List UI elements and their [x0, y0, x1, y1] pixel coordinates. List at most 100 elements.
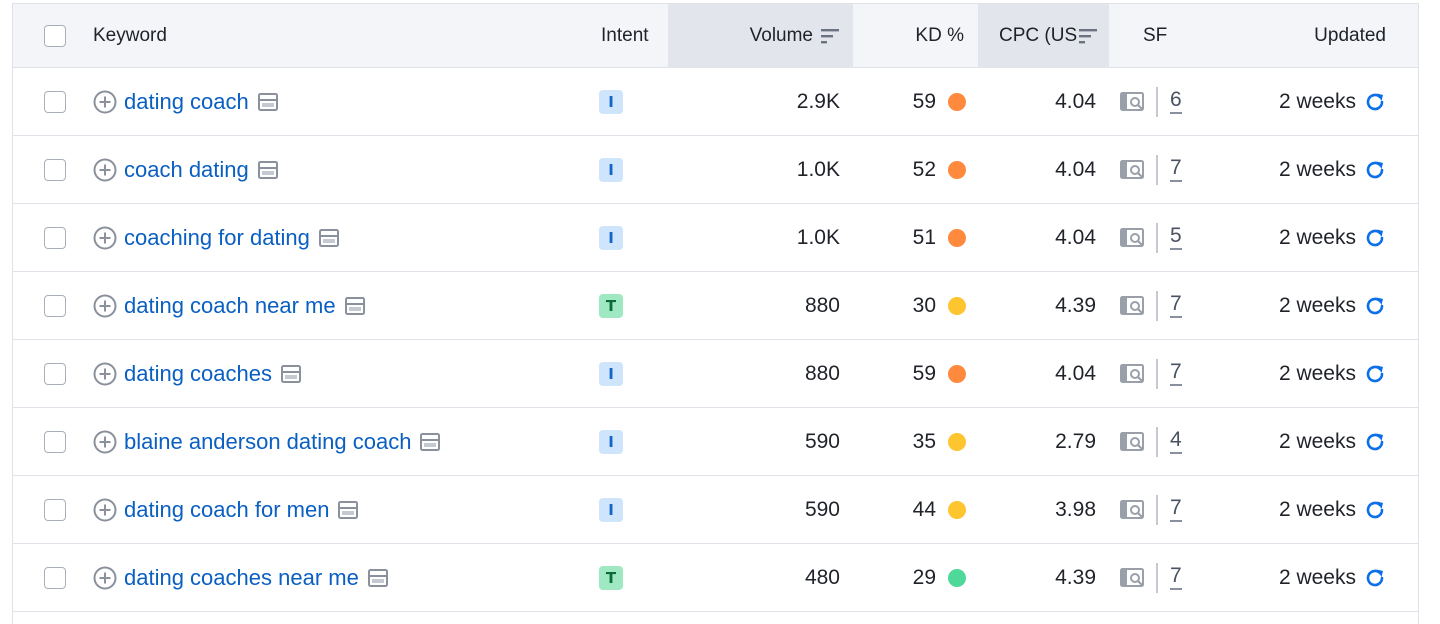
cpc-value: 4.04 [1055, 157, 1096, 181]
row-checkbox[interactable] [44, 90, 66, 113]
serp-features-icon[interactable] [1120, 227, 1146, 249]
sf-cell: 7 [1120, 340, 1182, 407]
refresh-icon[interactable] [1364, 91, 1386, 113]
serp-preview-icon[interactable] [281, 364, 301, 383]
table-header: Keyword Intent Volume KD % CPC (US SF Up… [13, 4, 1418, 68]
sf-count-link[interactable]: 7 [1170, 361, 1182, 386]
intent-badge-informational[interactable]: I [599, 361, 623, 386]
table-row: dating coach for men I 590 44 3.98 7 [13, 476, 1418, 544]
intent-badge-transactional[interactable]: T [599, 293, 623, 318]
header-kd[interactable]: KD % [915, 25, 964, 46]
refresh-icon[interactable] [1364, 499, 1386, 521]
refresh-icon[interactable] [1364, 431, 1386, 453]
row-checkbox[interactable] [44, 566, 66, 589]
cpc-value: 4.04 [1055, 361, 1096, 385]
intent-cell: I [599, 68, 623, 135]
serp-preview-icon[interactable] [367, 568, 388, 587]
row-checkbox[interactable] [44, 294, 66, 317]
select-all-checkbox[interactable] [44, 25, 66, 47]
add-to-list-icon[interactable] [93, 362, 117, 386]
updated-cell: 2 weeks [1253, 476, 1386, 543]
serp-preview-icon[interactable] [318, 228, 339, 247]
keyword-link[interactable]: dating coach near me [124, 292, 336, 318]
header-keyword[interactable]: Keyword [93, 25, 167, 46]
add-to-list-icon[interactable] [93, 294, 117, 318]
sf-count-link[interactable]: 7 [1170, 293, 1182, 318]
updated-value: 2 weeks [1278, 225, 1356, 249]
header-cpc[interactable]: CPC (US [978, 4, 1109, 68]
kd-cell: 52 [873, 136, 966, 203]
refresh-icon[interactable] [1364, 227, 1386, 249]
kd-value: 29 [912, 565, 936, 589]
sf-divider [1156, 494, 1158, 525]
updated-cell: 2 weeks [1253, 340, 1386, 407]
volume-value: 880 [804, 361, 840, 385]
sf-count-link[interactable]: 7 [1170, 157, 1182, 182]
row-checkbox[interactable] [44, 430, 66, 453]
add-to-list-icon[interactable] [93, 90, 117, 114]
keyword-link[interactable]: coach dating [124, 156, 249, 182]
sf-divider [1156, 222, 1158, 253]
cpc-value: 4.04 [1055, 89, 1096, 113]
kd-cell: 59 [873, 68, 966, 135]
cpc-value: 4.04 [1055, 225, 1096, 249]
intent-badge-transactional[interactable]: T [599, 565, 623, 590]
updated-cell: 2 weeks [1253, 204, 1386, 271]
row-checkbox[interactable] [44, 226, 66, 249]
serp-preview-icon[interactable] [344, 296, 365, 315]
header-intent[interactable]: Intent [601, 25, 649, 46]
sf-count-link[interactable]: 7 [1170, 565, 1182, 590]
row-checkbox[interactable] [44, 158, 66, 181]
serp-preview-icon[interactable] [338, 500, 359, 519]
volume-value: 1.0K [796, 157, 840, 181]
keyword-link[interactable]: dating coach [124, 88, 249, 114]
serp-features-icon[interactable] [1120, 499, 1146, 521]
keyword-link[interactable]: coaching for dating [124, 224, 310, 250]
table-row: dating coaches I 880 59 4.04 7 [13, 340, 1418, 408]
serp-features-icon[interactable] [1120, 363, 1146, 385]
serp-features-icon[interactable] [1120, 567, 1146, 589]
kd-difficulty-dot [948, 160, 966, 179]
row-checkbox[interactable] [44, 362, 66, 385]
keyword-link[interactable]: dating coaches near me [124, 564, 359, 590]
sf-cell: 4 [1120, 408, 1182, 475]
add-to-list-icon[interactable] [93, 498, 117, 522]
serp-features-icon[interactable] [1120, 91, 1146, 113]
add-to-list-icon[interactable] [93, 566, 117, 590]
intent-badge-informational[interactable]: I [599, 429, 623, 454]
keyword-link[interactable]: dating coach for men [124, 496, 330, 522]
add-to-list-icon[interactable] [93, 158, 117, 182]
sf-count-link[interactable]: 4 [1170, 429, 1182, 454]
refresh-icon[interactable] [1364, 567, 1386, 589]
serp-features-icon[interactable] [1120, 159, 1146, 181]
serp-features-icon[interactable] [1120, 431, 1146, 453]
serp-features-icon[interactable] [1120, 295, 1146, 317]
refresh-icon[interactable] [1364, 159, 1386, 181]
add-to-list-icon[interactable] [93, 226, 117, 250]
row-checkbox[interactable] [44, 498, 66, 521]
refresh-icon[interactable] [1364, 295, 1386, 317]
keyword-link[interactable]: dating coaches [124, 360, 272, 386]
intent-badge-informational[interactable]: I [599, 157, 623, 182]
sf-cell: 7 [1120, 476, 1182, 543]
sf-count-link[interactable]: 6 [1170, 89, 1182, 114]
sf-count-link[interactable]: 5 [1170, 225, 1182, 250]
sort-icon [1079, 29, 1098, 44]
updated-value: 2 weeks [1278, 89, 1356, 113]
intent-badge-informational[interactable]: I [599, 225, 623, 250]
kd-difficulty-dot [948, 296, 966, 315]
refresh-icon[interactable] [1364, 363, 1386, 385]
serp-preview-icon[interactable] [257, 92, 278, 111]
header-volume[interactable]: Volume [668, 4, 853, 68]
serp-preview-icon[interactable] [420, 432, 441, 451]
add-to-list-icon[interactable] [93, 430, 117, 454]
sf-count-link[interactable]: 7 [1170, 497, 1182, 522]
intent-badge-informational[interactable]: I [599, 89, 623, 114]
intent-badge-informational[interactable]: I [599, 497, 623, 522]
keyword-cell: dating coach for men [93, 476, 359, 543]
header-updated[interactable]: Updated [1314, 25, 1386, 46]
header-sf[interactable]: SF [1143, 25, 1168, 46]
keyword-link[interactable]: blaine anderson dating coach [124, 428, 412, 454]
updated-value: 2 weeks [1278, 157, 1356, 181]
serp-preview-icon[interactable] [257, 160, 278, 179]
